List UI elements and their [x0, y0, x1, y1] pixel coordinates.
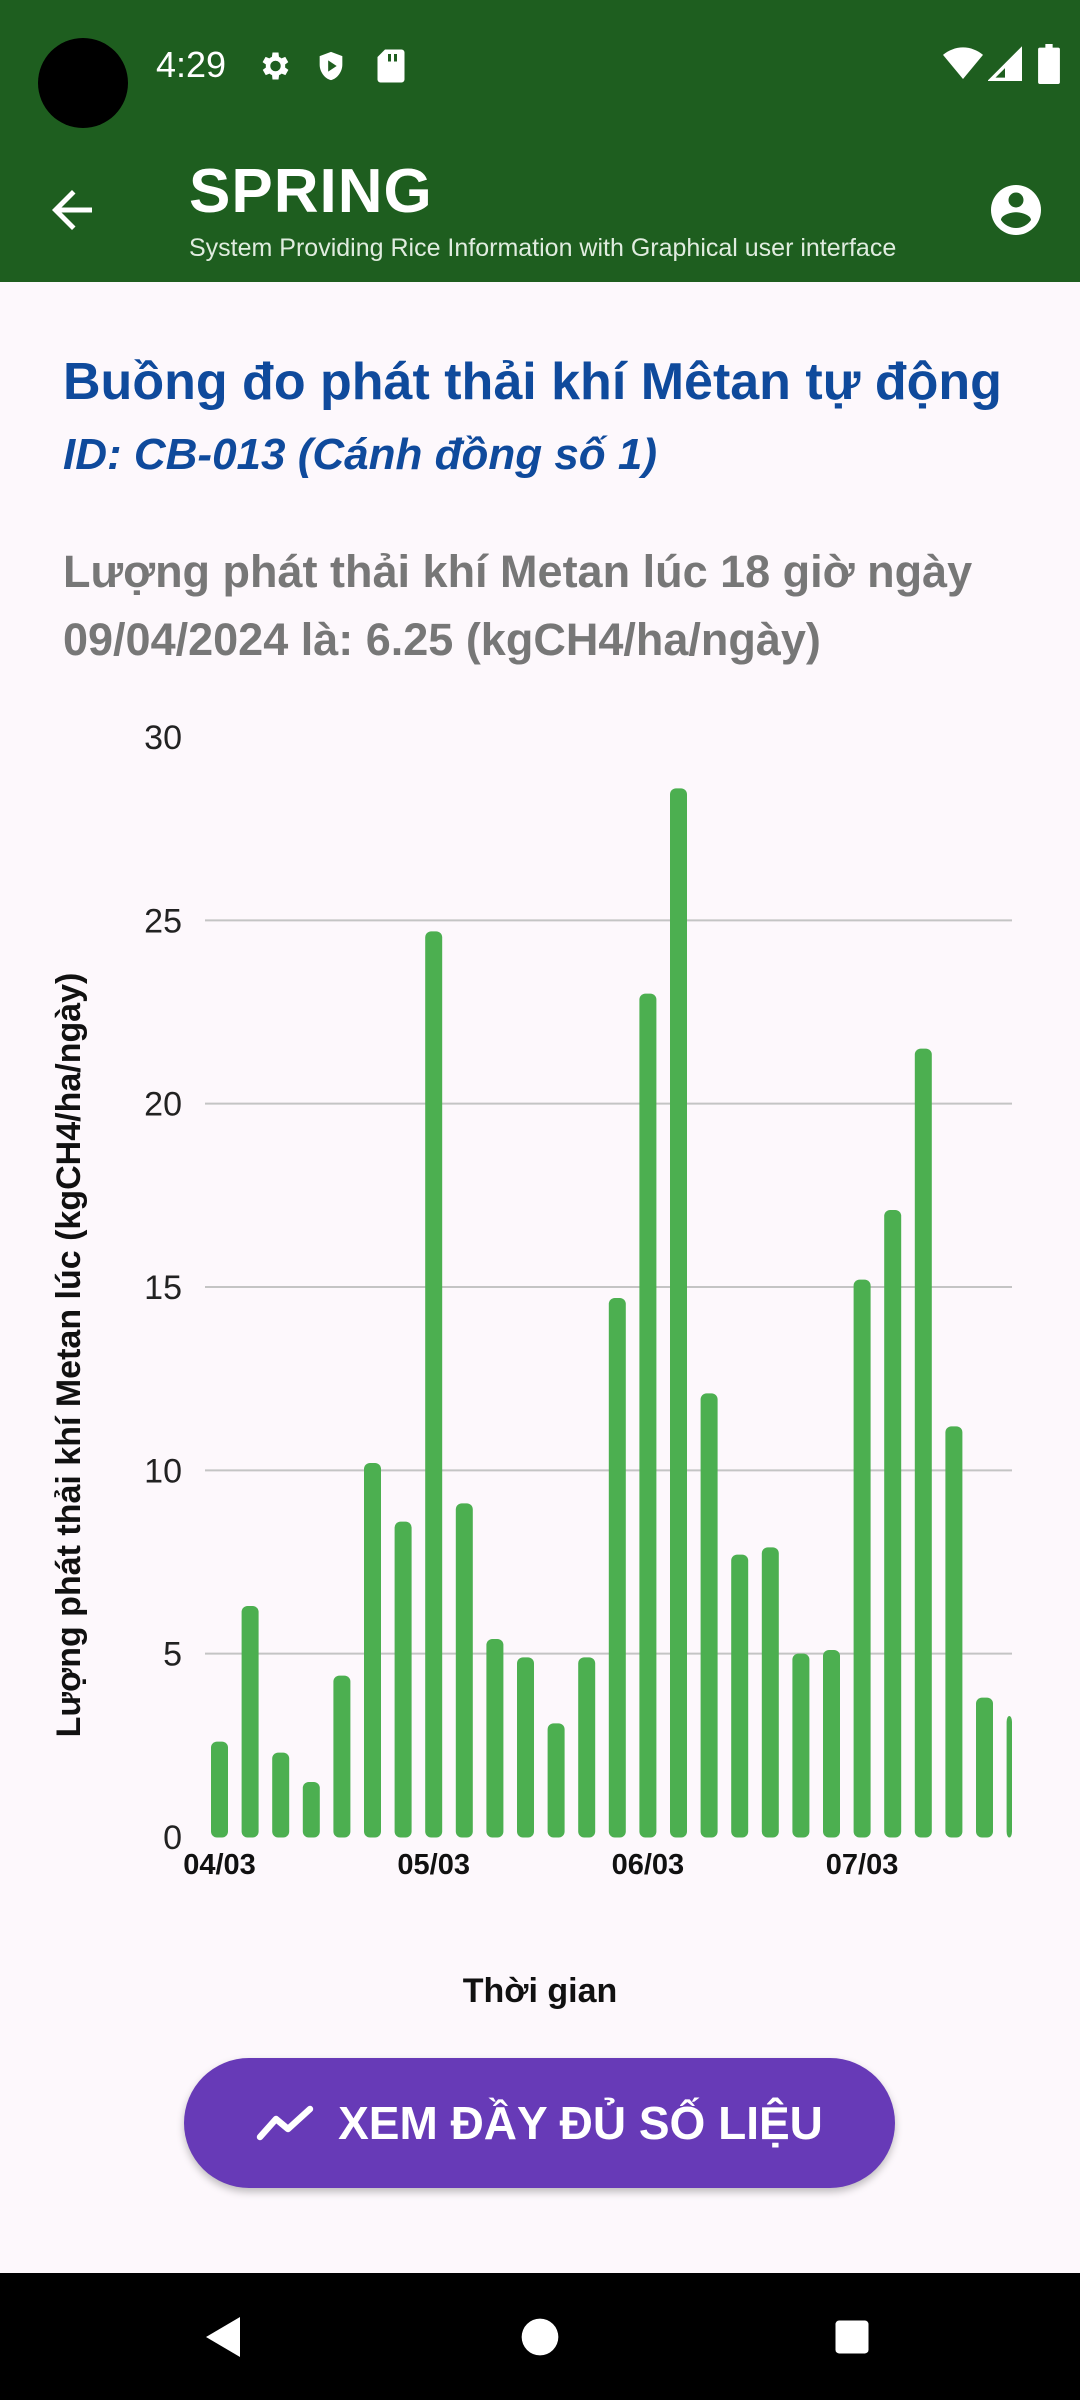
device-id: ID: CB-013 (Cánh đồng số 1) [63, 430, 658, 479]
x-axis-label: Thời gian [463, 1972, 618, 2010]
y-tick-label: 15 [144, 1269, 182, 1307]
status-bar: 4:29 [0, 0, 1080, 134]
y-tick-label: 5 [163, 1636, 182, 1674]
y-axis-label: Lượng phát thải khí Metan lúc (kgCH4/ha/… [50, 973, 88, 1738]
y-tick-label: 30 [144, 719, 182, 757]
arrow-back-icon[interactable] [42, 180, 102, 240]
status-time: 4:29 [156, 44, 227, 85]
chart-bar[interactable] [455, 1503, 473, 1838]
x-tick-label: 06/03 [612, 1849, 685, 1881]
app-bar: SPRING System Providing Rice Information… [0, 134, 1080, 282]
emission-chart: 0 5 10 15 20 25 30 04/03 05/03 06/03 07/03 Lượng … [0, 700, 1080, 2030]
app-subtitle: System Providing Rice Information with G… [189, 234, 897, 262]
account-circle-icon[interactable] [986, 180, 1046, 240]
chart-bar[interactable] [945, 1426, 963, 1838]
back-triangle-icon[interactable] [200, 2313, 248, 2361]
battery-icon [1038, 44, 1060, 84]
chart-bar[interactable] [394, 1521, 412, 1838]
chart-gridlines [205, 919, 1012, 1655]
measurement-summary: Lượng phát thải khí Metan lúc 18 giờ ngà… [63, 546, 973, 665]
shield-icon [319, 51, 343, 81]
chart-bar[interactable] [547, 1723, 565, 1838]
sd-card-icon [377, 49, 405, 83]
chart-bar[interactable] [486, 1639, 504, 1838]
chart-bar[interactable] [670, 788, 687, 1838]
chart-bar[interactable] [272, 1752, 290, 1838]
signal-icon [988, 46, 1022, 81]
chart-bar[interactable] [853, 1279, 871, 1838]
chart-bar[interactable] [364, 1463, 381, 1838]
wifi-icon [943, 47, 983, 79]
chart-bar[interactable] [333, 1675, 351, 1838]
chart-bar[interactable] [884, 1210, 902, 1838]
chart-bar[interactable] [608, 1298, 626, 1838]
view-full-data-label: XEM ĐẦY ĐỦ SỐ LIỆU [338, 2097, 823, 2149]
system-nav-bar [0, 2273, 1080, 2400]
chart-bar[interactable] [1006, 1716, 1012, 1838]
chart-bar[interactable] [976, 1697, 993, 1838]
chart-bar[interactable] [792, 1653, 810, 1838]
home-circle-icon[interactable] [518, 2313, 562, 2361]
x-tick-label: 05/03 [397, 1849, 470, 1881]
chart-x-ticks: 04/03 05/03 06/03 07/03 [183, 1849, 898, 1881]
chart-bar[interactable] [639, 993, 657, 1838]
y-tick-label: 0 [163, 1819, 182, 1857]
chart-bar[interactable] [578, 1657, 596, 1838]
front-camera [38, 38, 128, 128]
chart-bar[interactable] [302, 1782, 320, 1838]
x-tick-label: 07/03 [826, 1849, 899, 1881]
y-tick-label: 20 [144, 1086, 182, 1124]
y-tick-label: 25 [144, 902, 182, 940]
chart-bar[interactable] [211, 1741, 228, 1838]
page-title: Buồng đo phát thải khí Mêtan tự động [63, 353, 1002, 411]
chart-bar[interactable] [761, 1547, 779, 1838]
recents-square-icon[interactable] [830, 2313, 874, 2361]
app-title: SPRING [189, 157, 433, 226]
y-tick-label: 10 [144, 1452, 182, 1490]
chart-bar[interactable] [731, 1554, 749, 1838]
chart-bar[interactable] [700, 1393, 718, 1838]
chart-y-ticks: 0 5 10 15 20 25 30 [144, 719, 182, 1857]
chart-bar[interactable] [823, 1650, 840, 1838]
chart-bar[interactable] [914, 1048, 932, 1838]
chart-bar[interactable] [241, 1606, 259, 1838]
gear-icon [262, 52, 289, 80]
chart-bar[interactable] [425, 931, 443, 1838]
trending-line-icon [256, 2105, 314, 2141]
chart-bars [211, 788, 1012, 1838]
chart-svg: 0 5 10 15 20 25 30 04/03 05/03 06/03 07/03 Lượng … [50, 719, 1012, 2010]
chart-bar[interactable] [517, 1657, 534, 1838]
view-full-data-button[interactable]: XEM ĐẦY ĐỦ SỐ LIỆU [184, 2058, 895, 2188]
x-tick-label: 04/03 [183, 1849, 256, 1881]
